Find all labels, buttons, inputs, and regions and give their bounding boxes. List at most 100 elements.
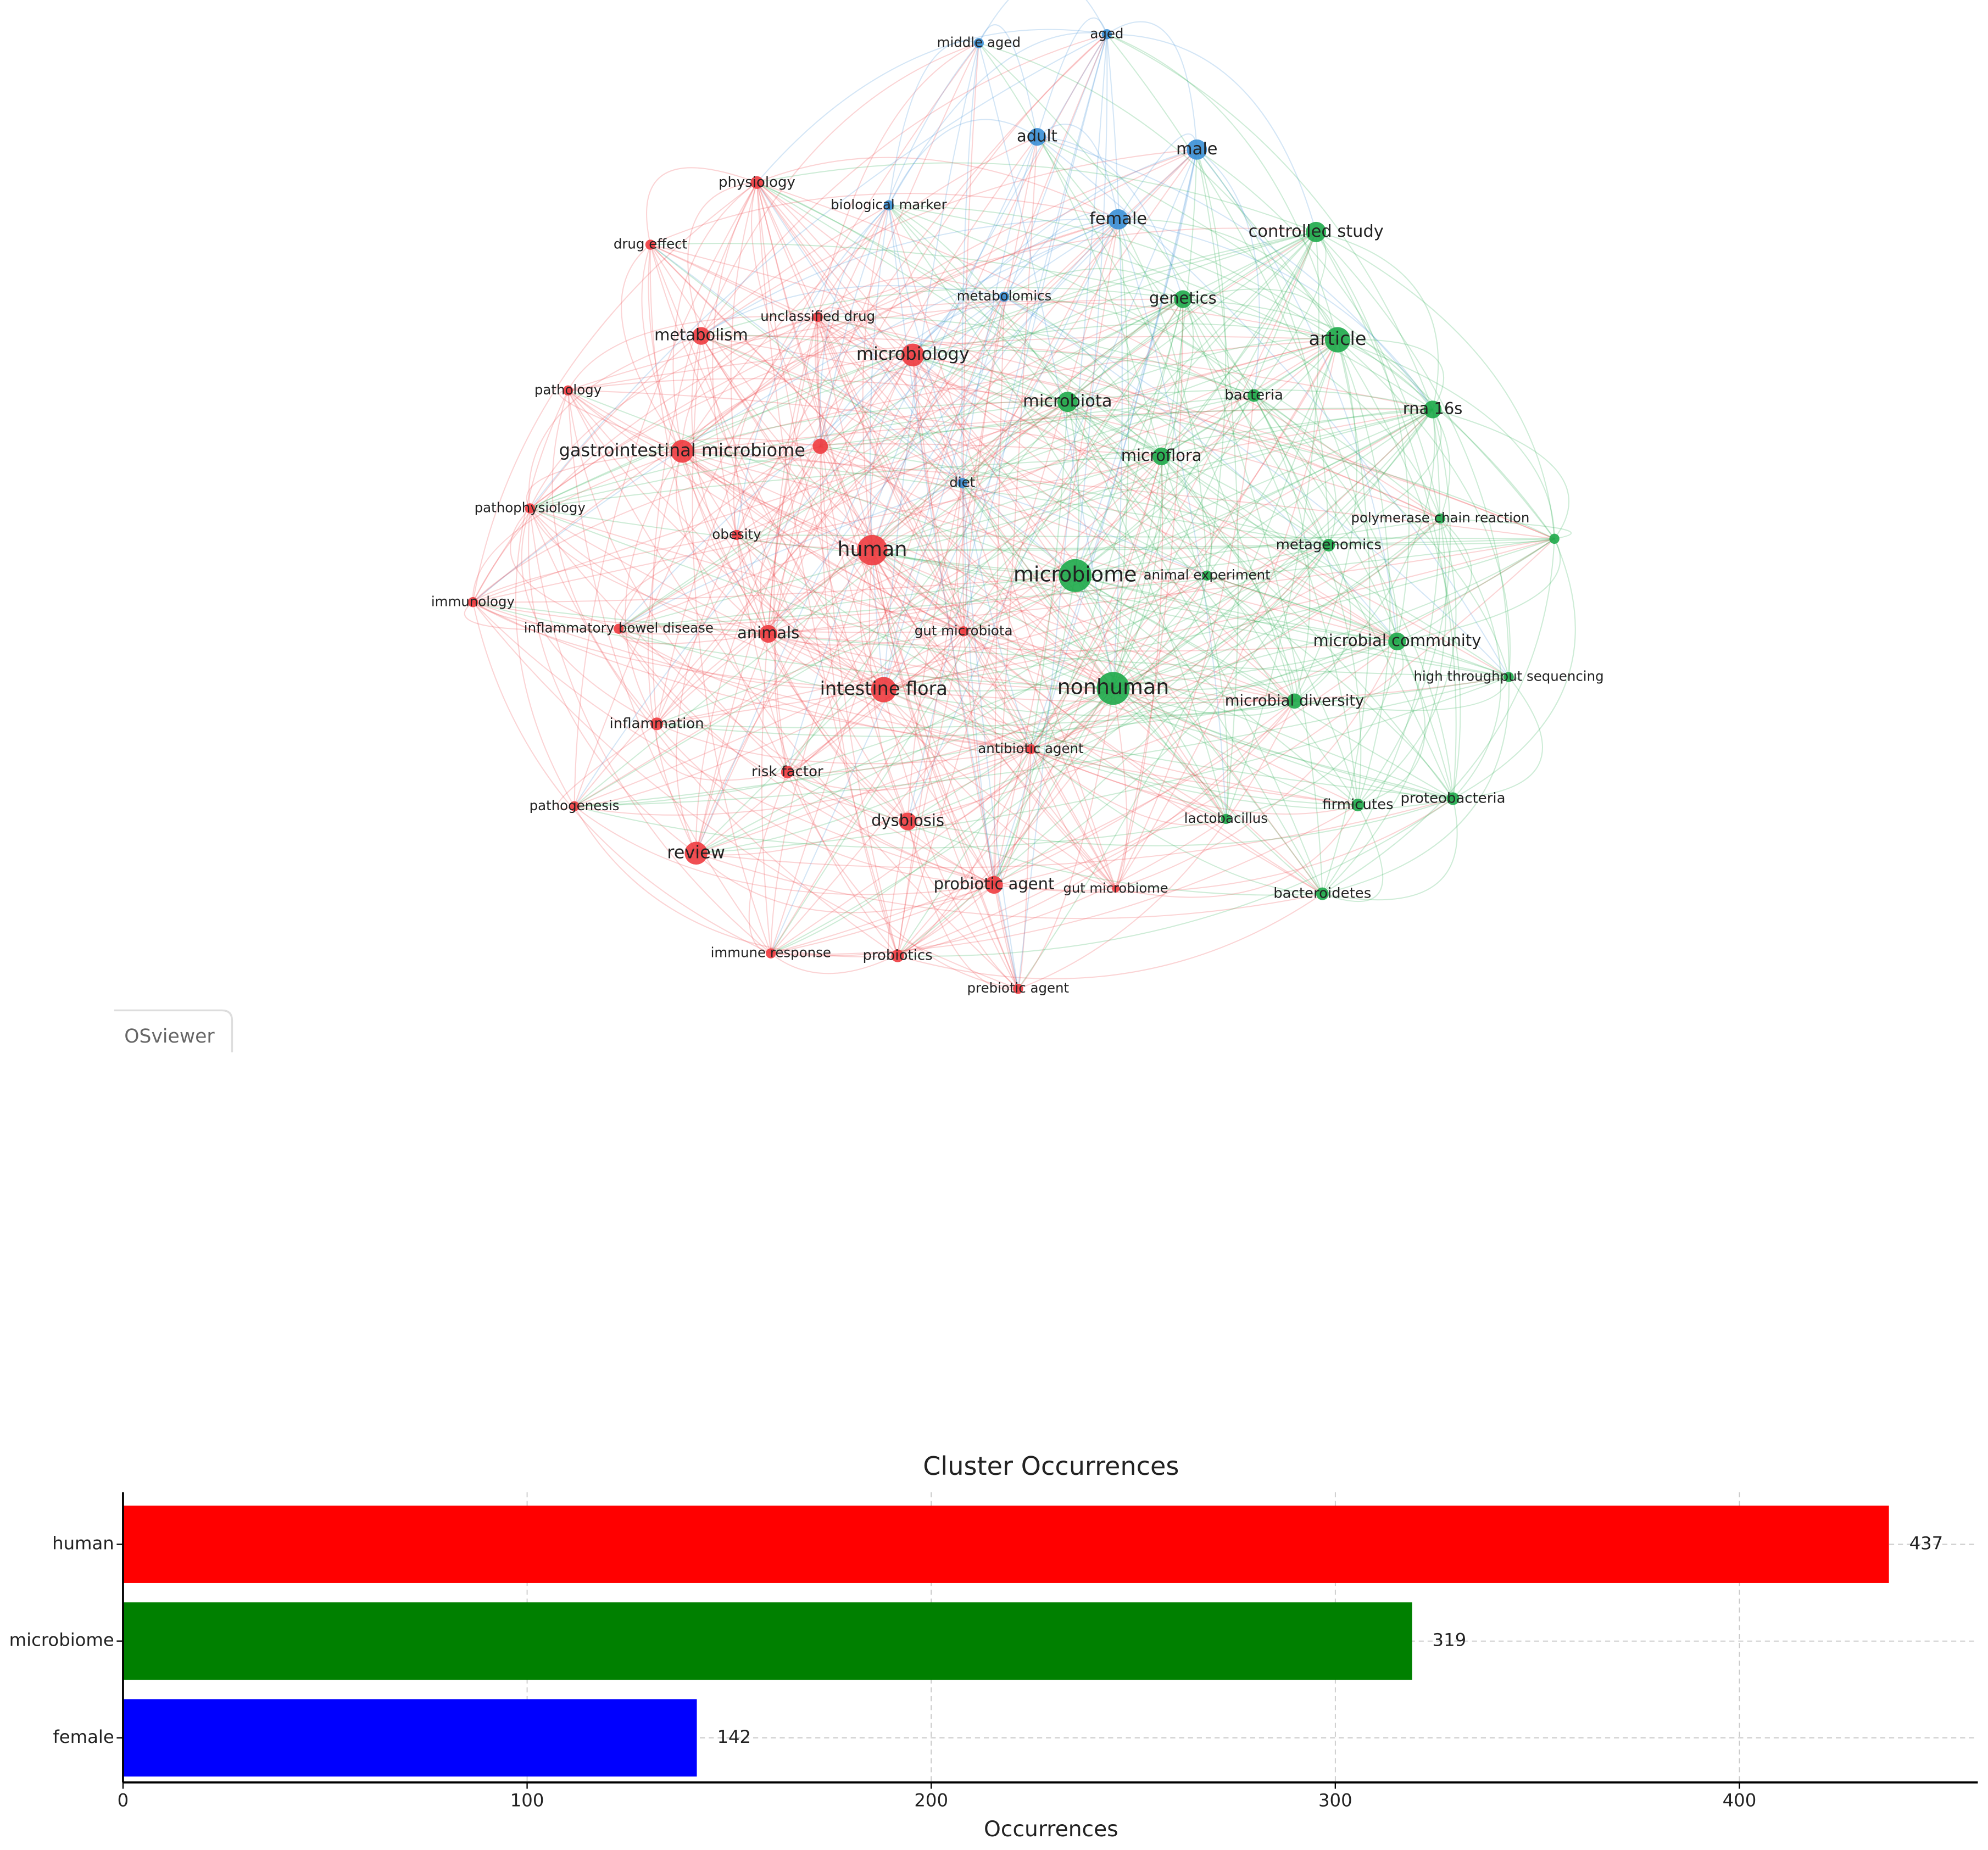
bar-chart: Cluster Occurrences Occurrences 0 100 200 3… (9, 1451, 1978, 1842)
edge (530, 508, 884, 690)
edge (695, 231, 1317, 854)
x-tick-label: 300 (1318, 1790, 1352, 1811)
edge (820, 446, 899, 956)
node-label: proteobacteria (1400, 790, 1505, 807)
edge (756, 182, 1019, 989)
edge (696, 798, 1454, 868)
edge (912, 354, 1441, 519)
edge (530, 296, 1005, 509)
edge (961, 482, 1227, 820)
edge (1017, 34, 1107, 989)
edge (1196, 149, 1329, 545)
edge (1315, 231, 1510, 677)
node (1423, 400, 1442, 419)
edge (1074, 395, 1255, 576)
edge (1183, 288, 1338, 340)
edge (529, 316, 818, 509)
edge (1030, 749, 1227, 826)
edge (650, 244, 1441, 519)
edge (733, 445, 821, 536)
edge (962, 482, 1207, 576)
edge (1294, 641, 1404, 702)
node-label: middle aged (937, 34, 1021, 50)
edge (618, 628, 1031, 750)
edge (618, 482, 963, 629)
node-label: inflammation (610, 715, 704, 732)
edge (682, 443, 1162, 457)
edge (1397, 518, 1472, 642)
edge (770, 884, 995, 974)
node (999, 291, 1010, 302)
edge (898, 798, 1454, 957)
edge (472, 601, 1358, 806)
edge (760, 445, 821, 634)
node-label: risk factor (751, 764, 823, 780)
edge (1067, 401, 1555, 539)
edge (1254, 395, 1337, 545)
node-label: nonhuman (1057, 675, 1170, 699)
node (1026, 744, 1036, 755)
edge (618, 298, 1183, 629)
edge (681, 354, 913, 452)
node-label: prebiotic agent (967, 980, 1070, 996)
node-label: aged (1090, 25, 1123, 41)
edge (770, 299, 1184, 954)
edge (1117, 219, 1227, 819)
edge (676, 451, 769, 634)
node-label: bacteroidetes (1273, 885, 1371, 902)
edge (962, 482, 1076, 576)
edge (963, 631, 1019, 989)
node (645, 239, 656, 250)
edge (756, 162, 1317, 233)
edge (682, 231, 1316, 452)
edge (530, 395, 1254, 509)
edge (888, 205, 1323, 894)
edge (1196, 149, 1227, 576)
edge (472, 409, 1433, 603)
edge (1074, 575, 1397, 642)
edge (962, 409, 1433, 484)
edge (696, 688, 1113, 854)
edge (1037, 136, 1433, 410)
node (891, 949, 904, 962)
edge (472, 601, 1031, 750)
edge (820, 296, 1005, 447)
node-label: immunology (431, 593, 515, 609)
edge (888, 204, 1068, 403)
node-label: pathophysiology (475, 499, 586, 515)
edge (574, 455, 1162, 807)
edge (1112, 149, 1198, 689)
edge (650, 244, 1397, 642)
edge (618, 628, 908, 822)
edge (656, 401, 1068, 725)
edge (1294, 677, 1510, 711)
edge (472, 450, 683, 603)
edge (1004, 296, 1398, 642)
edge (1328, 538, 1555, 546)
node (1059, 559, 1092, 592)
edge (681, 450, 873, 551)
node (901, 343, 925, 366)
edge (472, 339, 1338, 603)
edge (530, 219, 1118, 509)
edge (770, 34, 1107, 954)
edge (621, 244, 683, 452)
node-label: rna 16s (1403, 399, 1463, 417)
node (731, 530, 742, 540)
edge (872, 549, 1113, 689)
edge (682, 401, 1068, 452)
edge (888, 204, 1338, 341)
edge (907, 798, 1454, 846)
edge (888, 205, 1117, 889)
edge (768, 633, 1113, 689)
node-label: female (1089, 209, 1147, 229)
edge (871, 550, 995, 885)
edge (1113, 544, 1329, 689)
edge (1316, 231, 1439, 410)
edge (820, 34, 1107, 447)
edge (681, 316, 818, 452)
edge (472, 601, 1113, 689)
edge (656, 354, 914, 725)
edge (1106, 34, 1123, 689)
edge (1161, 232, 1317, 457)
